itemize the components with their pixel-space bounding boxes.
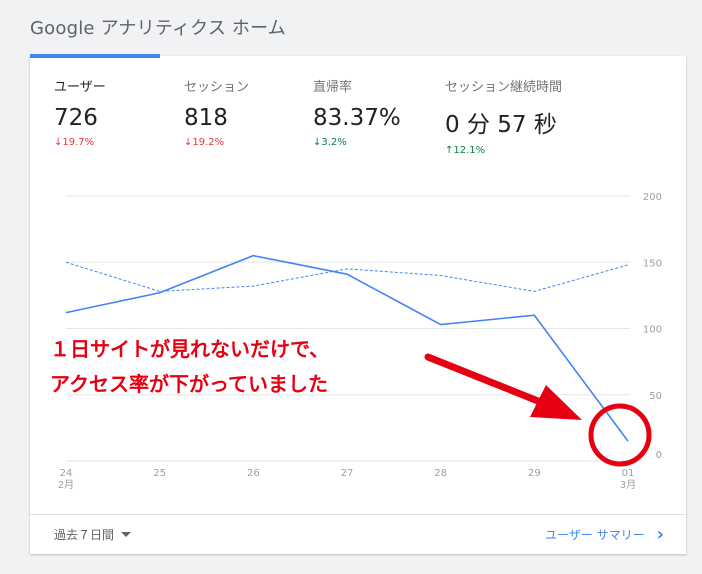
metric-users[interactable]: ユーザー 726 ↓19.7%	[54, 76, 106, 148]
series-line-0	[65, 254, 629, 442]
metric-value: 83.37%	[313, 105, 401, 131]
x-tick-sublabel: 3月	[620, 479, 636, 491]
x-tick-label: 01	[622, 468, 635, 479]
x-tick-label: 25	[153, 468, 166, 479]
metric-session-duration[interactable]: セッション継続時間 0 分 57 秒 ↑12.1%	[445, 76, 562, 156]
y-tick-label: 50	[649, 391, 662, 402]
x-tick-label: 27	[341, 468, 354, 479]
series-line-1	[65, 261, 629, 292]
annotation-line-1: １日サイトが見れないだけで、	[50, 337, 330, 361]
metric-label: セッション	[184, 80, 250, 95]
active-tab-indicator	[30, 54, 160, 58]
metric-value: 818	[184, 105, 228, 131]
user-summary-link[interactable]: ユーザー サマリー ›	[545, 523, 664, 545]
date-range-label: 過去７日間	[54, 528, 115, 542]
annotation-line-2: アクセス率が下がっていました	[50, 372, 328, 396]
x-tick-label: 26	[247, 468, 260, 479]
metric-change: ↓19.2%	[184, 137, 225, 148]
caret-down-icon	[121, 532, 132, 537]
chevron-right-icon: ›	[656, 523, 664, 545]
metric-value: 726	[54, 105, 98, 131]
metric-label: セッション継続時間	[445, 80, 563, 95]
metric-bounce-rate[interactable]: 直帰率 83.37% ↓3.2%	[313, 76, 401, 148]
metric-change: ↑12.1%	[445, 145, 486, 156]
x-tick-sublabel: 2月	[58, 479, 74, 491]
metric-sessions[interactable]: セッション 818 ↓19.2%	[184, 76, 249, 148]
y-tick-label: 0	[656, 450, 662, 461]
analytics-card: ユーザー 726 ↓19.7% セッション 818 ↓19.2% 直帰率 83.…	[30, 56, 686, 554]
x-tick-label: 24	[60, 468, 73, 479]
metric-value: 0 分 57 秒	[445, 112, 557, 138]
x-tick-label: 29	[528, 468, 541, 479]
date-range-select[interactable]: 過去７日間	[54, 526, 132, 543]
metric-change: ↓19.7%	[54, 137, 95, 148]
y-tick-label: 200	[643, 192, 662, 203]
y-tick-label: 100	[643, 325, 662, 336]
metric-label: 直帰率	[313, 80, 353, 95]
page-title: Google アナリティクス ホーム	[30, 18, 286, 39]
metric-label: ユーザー	[54, 80, 106, 95]
divider	[30, 514, 686, 515]
x-tick-label: 28	[434, 468, 447, 479]
y-tick-label: 150	[643, 258, 662, 269]
metric-change: ↓3.2%	[313, 137, 347, 148]
user-summary-label: ユーザー サマリー	[545, 528, 645, 542]
